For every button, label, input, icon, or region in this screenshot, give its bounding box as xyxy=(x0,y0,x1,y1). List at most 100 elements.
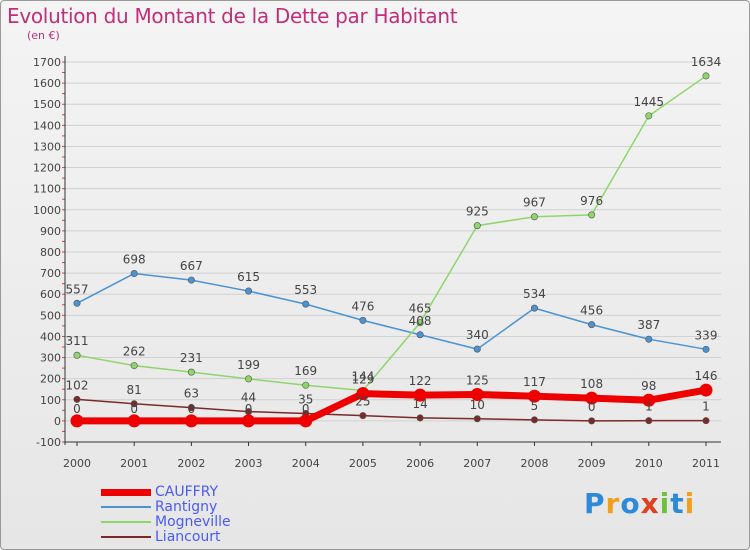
data-point xyxy=(187,276,195,284)
data-label: 98 xyxy=(641,379,656,393)
data-label: 199 xyxy=(237,358,260,372)
data-point xyxy=(527,389,541,403)
data-point xyxy=(359,316,367,324)
legend-label: Rantigny xyxy=(155,499,218,515)
data-point xyxy=(130,270,138,278)
data-label: 1 xyxy=(645,400,653,414)
x-tick-label: 2001 xyxy=(120,457,148,470)
data-label: 456 xyxy=(580,304,603,318)
data-label: 25 xyxy=(355,395,370,409)
data-point xyxy=(585,391,599,405)
data-label: 408 xyxy=(409,314,432,328)
data-point xyxy=(184,414,198,428)
y-tick-label: 400 xyxy=(40,330,61,343)
y-tick-label: 100 xyxy=(40,394,61,407)
data-point xyxy=(645,335,653,343)
series-line xyxy=(76,398,707,422)
data-label: 102 xyxy=(66,378,89,392)
series-line xyxy=(76,272,707,351)
data-point xyxy=(73,351,81,359)
y-tick-label: 900 xyxy=(40,225,61,238)
legend-swatch xyxy=(101,536,151,538)
data-label: 81 xyxy=(127,383,142,397)
x-tick-label: 2000 xyxy=(63,457,91,470)
data-label: 108 xyxy=(580,377,603,391)
x-tick-label: 2005 xyxy=(349,457,377,470)
y-tick-label: 1400 xyxy=(33,119,61,132)
data-label: 35 xyxy=(298,393,313,407)
y-tick-label: 1100 xyxy=(33,183,61,196)
data-label: 339 xyxy=(695,328,718,342)
data-label: 146 xyxy=(695,369,718,383)
data-point xyxy=(130,400,138,408)
data-label: 476 xyxy=(351,299,374,313)
series-liancourt xyxy=(73,395,710,425)
x-tick-label: 2009 xyxy=(578,457,606,470)
data-point xyxy=(473,345,481,353)
data-label: 553 xyxy=(294,283,317,297)
y-tick-label: 500 xyxy=(40,309,61,322)
data-label: 231 xyxy=(180,351,203,365)
data-point xyxy=(242,414,256,428)
data-point xyxy=(699,383,713,397)
proxiti-logo: Proxiti xyxy=(584,487,695,520)
data-label: 976 xyxy=(580,194,603,208)
series-rantigny xyxy=(73,270,710,353)
data-label: 122 xyxy=(409,374,432,388)
y-tick-label: 800 xyxy=(40,246,61,259)
x-tick-label: 2003 xyxy=(235,457,263,470)
data-point xyxy=(130,362,138,370)
logo-letter: t xyxy=(670,487,685,520)
y-tick-label: 300 xyxy=(40,352,61,365)
data-label: 125 xyxy=(466,374,489,388)
x-axis-labels: 2000 2001 2002 2003 2004 2005 2006 2007 2008 2009… xyxy=(63,442,720,470)
legend-label: CAUFFRY xyxy=(155,484,219,500)
data-point xyxy=(299,414,313,428)
data-point xyxy=(127,414,141,428)
data-label: 5 xyxy=(531,399,539,413)
logo-letter: x xyxy=(640,487,660,520)
x-tick-label: 2011 xyxy=(692,457,720,470)
chart-subtitle: (en €) xyxy=(27,29,60,42)
x-tick-label: 2002 xyxy=(177,457,205,470)
data-point xyxy=(416,414,424,422)
logo-letter: i xyxy=(659,487,671,520)
data-point xyxy=(588,321,596,329)
data-label: 615 xyxy=(237,270,260,284)
data-label: 262 xyxy=(123,345,146,359)
labels-mogneville: 311 262 231 199 169 144 465 925 967 976 1445 1634 xyxy=(66,55,722,384)
data-point xyxy=(702,345,710,353)
data-point xyxy=(187,368,195,376)
data-label: 169 xyxy=(294,364,317,378)
y-tick-label: 1200 xyxy=(33,162,61,175)
data-point xyxy=(588,417,596,425)
y-tick-label: 700 xyxy=(40,267,61,280)
logo-letter: i xyxy=(684,487,696,520)
data-label: 340 xyxy=(466,328,489,342)
data-label: 311 xyxy=(66,334,89,348)
legend-swatch xyxy=(101,521,151,523)
data-point xyxy=(245,375,253,383)
data-point xyxy=(530,213,538,221)
data-label: 1 xyxy=(702,400,710,414)
logo-letter: P xyxy=(584,487,606,520)
data-point xyxy=(473,222,481,230)
data-point xyxy=(645,417,653,425)
data-label: 667 xyxy=(180,259,203,273)
x-tick-label: 2004 xyxy=(292,457,320,470)
y-tick-label: 1700 xyxy=(33,56,61,69)
legend-swatch xyxy=(101,488,151,496)
data-point xyxy=(416,331,424,339)
data-point xyxy=(187,404,195,412)
data-point xyxy=(413,388,427,402)
data-label: 10 xyxy=(470,398,485,412)
y-tick-label: 200 xyxy=(40,373,61,386)
data-label: 1634 xyxy=(691,55,722,69)
data-point xyxy=(702,72,710,80)
data-label: 534 xyxy=(523,287,546,301)
data-point xyxy=(302,381,310,389)
data-label: 387 xyxy=(637,318,660,332)
data-point xyxy=(645,112,653,120)
data-point xyxy=(470,388,484,401)
